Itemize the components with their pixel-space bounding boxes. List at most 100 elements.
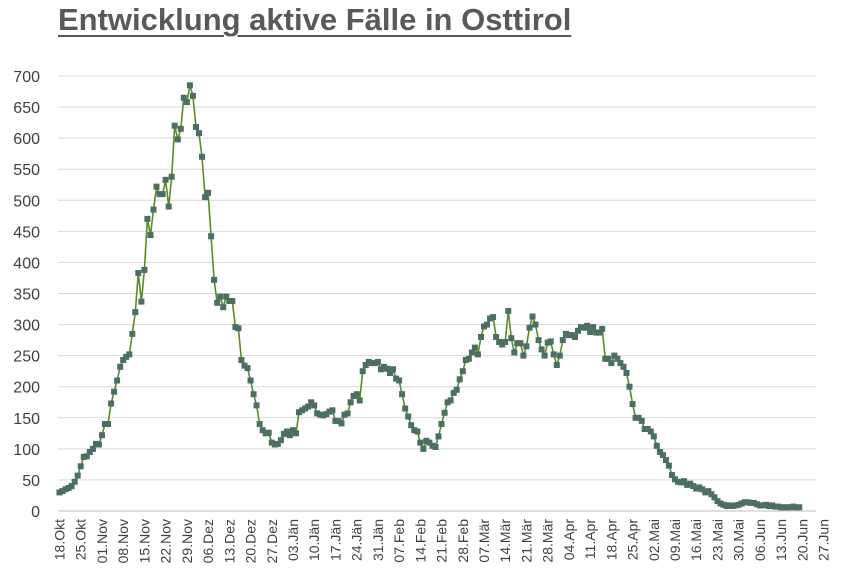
data-point (111, 388, 118, 395)
y-tick-label: 500 (13, 193, 40, 210)
x-tick-label: 27.Dez (264, 519, 280, 563)
data-point (417, 439, 424, 446)
data-point (617, 360, 624, 367)
x-axis-tick-labels: 18.Okt 25.Okt 01.Nov 08.Nov 15.Nov 22.Nov 29.N… (52, 519, 832, 564)
data-point (180, 94, 187, 101)
data-point (338, 420, 345, 427)
data-point (196, 130, 202, 137)
data-point (138, 298, 145, 305)
data-point (274, 440, 281, 447)
data-point (359, 368, 366, 375)
data-point (114, 377, 121, 384)
data-point (432, 444, 439, 450)
data-point (587, 329, 594, 335)
data-point (396, 377, 403, 384)
data-point (659, 452, 666, 459)
x-tick-label: 11.Apr (582, 519, 598, 560)
data-point (541, 352, 548, 359)
data-point (153, 183, 160, 190)
data-point (329, 407, 336, 414)
x-tick-label: 08.Nov (115, 519, 131, 563)
x-tick-label: 25.Okt (73, 519, 89, 560)
data-point (265, 429, 272, 436)
data-point (399, 391, 406, 398)
data-point (465, 355, 472, 362)
data-point (535, 337, 542, 344)
data-point (653, 442, 660, 449)
data-point (517, 340, 524, 347)
data-point (244, 365, 251, 372)
data-point (323, 411, 330, 418)
data-point (283, 428, 290, 435)
data-point (750, 499, 757, 506)
data-point (520, 352, 527, 359)
data-point (675, 478, 681, 485)
data-point (199, 153, 205, 160)
data-points (56, 82, 803, 511)
data-point (638, 417, 645, 424)
data-point (759, 502, 766, 509)
data-point (165, 203, 172, 210)
x-tick-label: 07.Mär (476, 519, 492, 563)
data-point (420, 445, 427, 452)
x-tick-label: 23.Mai (709, 519, 725, 561)
data-point (347, 399, 354, 406)
data-point (702, 489, 709, 496)
data-point (699, 486, 706, 493)
data-point (238, 357, 245, 363)
x-tick-label: 21.Mär (518, 519, 534, 563)
data-point (126, 351, 133, 358)
data-point (162, 176, 169, 183)
x-tick-label: 20.Dez (243, 519, 259, 563)
data-point (59, 488, 66, 495)
data-point (514, 340, 521, 347)
data-point (681, 478, 688, 485)
data-point (108, 400, 115, 407)
data-point (229, 298, 236, 304)
data-point (220, 304, 227, 311)
x-tick-label: 06.Dez (200, 519, 216, 563)
data-point (129, 330, 136, 337)
data-point (572, 334, 578, 340)
y-tick-label: 250 (13, 349, 40, 366)
data-point (508, 335, 515, 342)
data-point (741, 499, 748, 506)
data-point (105, 421, 111, 427)
data-point (456, 376, 463, 383)
data-point (705, 488, 712, 495)
x-tick-label: 29.Nov (179, 519, 195, 563)
data-point (505, 307, 512, 314)
data-point (217, 293, 224, 300)
data-point (611, 352, 618, 359)
x-tick-label: 21.Feb (434, 519, 450, 563)
data-point (174, 136, 181, 143)
data-point (371, 360, 378, 367)
data-point (708, 491, 715, 498)
data-point (538, 346, 545, 353)
data-point (468, 349, 475, 356)
data-point (314, 410, 321, 417)
data-point (684, 481, 691, 488)
data-point (635, 414, 642, 421)
data-point (353, 391, 360, 398)
data-point (99, 432, 105, 439)
data-point (596, 329, 603, 336)
chart-title: Entwicklung aktive Fälle in Osttirol (58, 2, 572, 37)
x-tick-label: 31.Jän (370, 519, 386, 561)
y-tick-label: 200 (13, 380, 40, 397)
data-point (332, 417, 339, 424)
data-point (490, 314, 497, 321)
x-tick-label: 18.Apr (603, 519, 619, 561)
data-point (344, 410, 351, 417)
data-point (526, 324, 533, 331)
data-point (223, 293, 230, 300)
data-point (183, 99, 190, 106)
data-point (205, 189, 212, 196)
x-tick-label: 13.Dez (221, 519, 237, 563)
data-point (247, 377, 254, 384)
data-point (626, 383, 633, 390)
data-point (71, 478, 78, 485)
data-point (405, 413, 412, 420)
x-tick-label: 30.Mai (731, 519, 747, 561)
data-point (235, 325, 242, 332)
